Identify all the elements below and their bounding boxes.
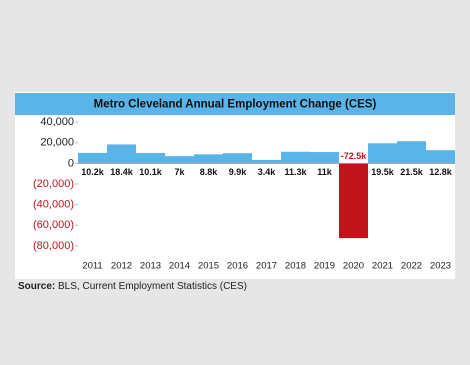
x-tick-label: 2019 [314, 261, 335, 272]
value-label: 11.3k [284, 167, 307, 177]
source-note: Source: BLS, Current Employment Statisti… [18, 281, 247, 292]
bar [426, 150, 455, 164]
value-label: 7k [174, 167, 185, 177]
bar [223, 153, 252, 164]
value-label: 10.1k [139, 167, 163, 177]
x-tick-label: 2016 [227, 261, 248, 272]
y-tick-label: 0 [68, 157, 74, 169]
y-tick-label: (40,000) [33, 199, 74, 211]
value-label: 3.4k [258, 167, 277, 177]
x-tick-label: 2011 [82, 261, 102, 272]
value-label: 10.2k [81, 167, 105, 177]
y-tick-label: 40,000 [40, 116, 74, 128]
value-label: 9.9k [229, 167, 248, 177]
x-tick-label: 2018 [285, 261, 306, 272]
source-text: BLS, Current Employment Statistics (CES) [58, 281, 247, 292]
value-label: -72.5k [341, 151, 368, 161]
bar [194, 154, 223, 164]
bar [368, 143, 397, 164]
chart-title: Metro Cleveland Annual Employment Change… [94, 99, 377, 111]
bar [252, 159, 281, 164]
bar [78, 152, 107, 164]
value-label: 11k [317, 167, 333, 177]
value-label: 8.8k [200, 167, 219, 177]
x-tick-label: 2022 [401, 261, 422, 272]
x-tick-label: 2023 [430, 261, 451, 272]
x-tick-label: 2014 [169, 261, 190, 272]
y-tick-label: 20,000 [40, 137, 74, 149]
bar [281, 151, 310, 164]
bar [136, 152, 165, 164]
bar [310, 152, 339, 164]
bar [339, 163, 368, 239]
x-tick-label: 2017 [256, 261, 277, 272]
value-label: 21.5k [400, 167, 424, 177]
bar [107, 144, 136, 164]
chart-panel [15, 92, 455, 279]
value-label: 19.5k [371, 167, 395, 177]
y-tick-label: (80,000) [33, 240, 74, 252]
bar [397, 141, 426, 164]
value-label: 18.4k [110, 167, 134, 177]
value-label: 12.8k [429, 167, 453, 177]
y-tick-label: (20,000) [33, 178, 74, 190]
y-tick-label: (60,000) [33, 219, 74, 231]
bar [165, 156, 194, 164]
x-tick-label: 2013 [140, 261, 161, 272]
x-tick-label: 2015 [198, 261, 219, 272]
source-label: Source: [18, 281, 55, 292]
x-tick-label: 2012 [111, 261, 132, 272]
x-tick-label: 2021 [372, 261, 393, 272]
x-tick-label: 2020 [343, 261, 364, 272]
title-bar [15, 93, 455, 115]
